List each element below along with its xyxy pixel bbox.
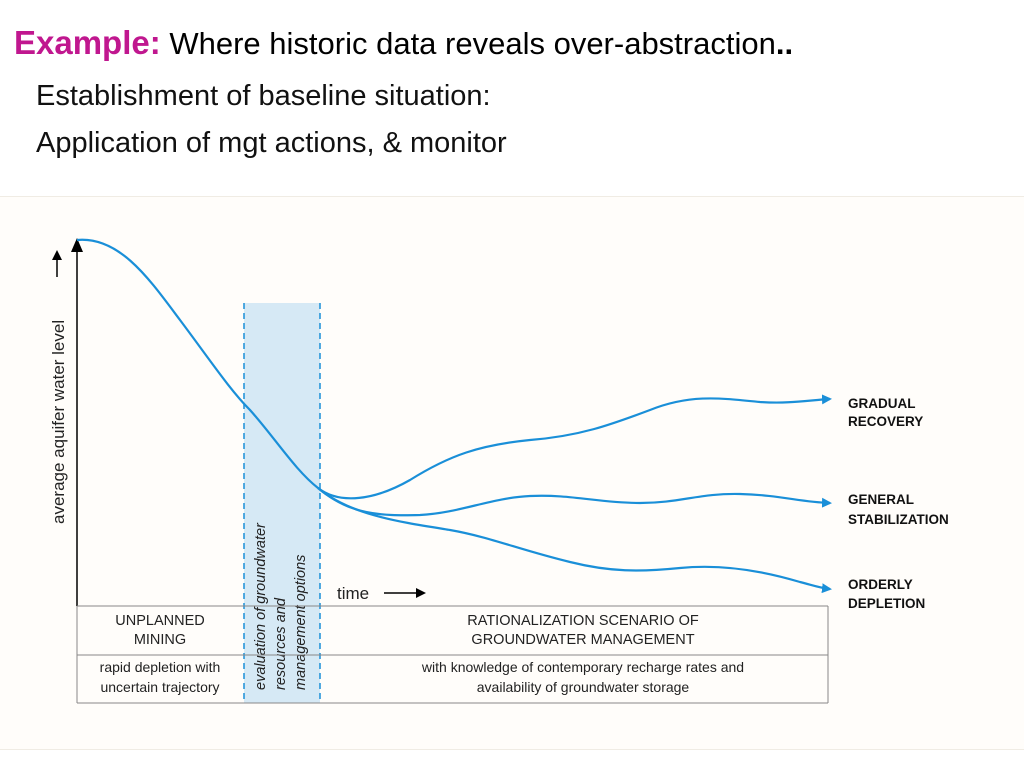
subtitle-line-1: Establishment of baseline situation: [36,80,491,112]
band-text-line-2: resources and [273,597,289,690]
unplanned-title-line-1: UNPLANNED [115,613,204,629]
outcome-depletion-line-1: ORDERLY [848,577,913,592]
stabilization-curve [317,487,832,517]
outcome-stabilization-line-2: STABILIZATION [848,512,949,527]
outcome-recovery-line-1: GRADUAL [848,396,916,411]
y-axis-arrowhead [71,238,83,252]
rational-desc-line-2: availability of groundwater storage [477,679,690,695]
scenario-table [76,605,829,704]
figure-panel [0,196,1024,750]
band-text-line-3: management options [293,555,309,690]
depletion-curve [317,487,832,594]
slide-title: Example: Where historic data reveals ove… [14,24,793,62]
decline-curve [76,238,319,489]
unplanned-desc-line-1: rapid depletion with [100,659,221,675]
outcome-stabilization-line-1: GENERAL [848,492,914,507]
y-axis-label: average aquifer water level [49,320,68,524]
subtitle-line-2: Application of mgt actions, & monitor [36,127,507,159]
title-label: Example: [14,24,161,61]
unplanned-desc-line-2: uncertain trajectory [100,679,219,695]
rational-title-line-2: GROUNDWATER MANAGEMENT [471,632,694,648]
title-suffix: .. [775,26,794,61]
title-text: Where historic data reveals over-abstrac… [169,26,776,61]
outcome-recovery-line-2: RECOVERY [848,414,923,429]
outcome-depletion-line-2: DEPLETION [848,596,925,611]
time-label: time [337,584,369,603]
evaluation-band [244,303,320,703]
recovery-curve [317,394,832,500]
unplanned-title-line-2: MINING [134,632,186,648]
rational-title-line-1: RATIONALIZATION SCENARIO OF [467,613,699,629]
rational-desc-line-1: with knowledge of contemporary recharge … [421,659,744,675]
evaluation-band-text: evaluation of groundwater resources and … [253,522,309,690]
